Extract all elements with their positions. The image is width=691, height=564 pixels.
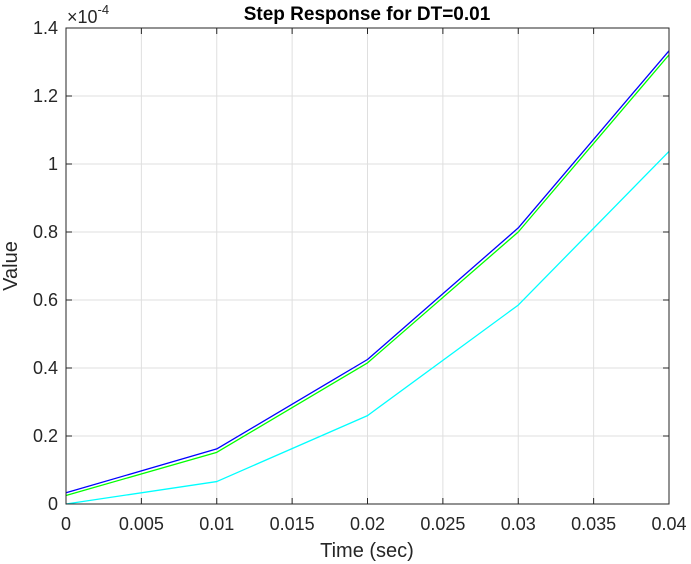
x-tick-label: 0.025 [420, 514, 465, 534]
y-tick-label: 1.2 [33, 86, 58, 106]
y-tick-label: 0.6 [33, 290, 58, 310]
y-tick-label: 0.2 [33, 426, 58, 446]
x-tick-label: 0.02 [350, 514, 385, 534]
series-line-2 [65, 54, 670, 497]
x-tick-label: 0.005 [119, 514, 164, 534]
x-tick-label: 0.035 [571, 514, 616, 534]
series-line-3 [65, 150, 670, 505]
chart-title: Step Response for DT=0.01 [244, 4, 491, 25]
x-axis-label: Time (sec) [320, 540, 414, 562]
y-tick-label: 0 [48, 494, 58, 514]
x-tick-label: 0 [61, 514, 71, 534]
x-tick-label: 0.03 [501, 514, 536, 534]
ticks [65, 27, 670, 505]
tick-labels: 0 0.005 0.01 0.015 0.02 0.025 0.03 0.035 0.04 0 0.… [33, 18, 687, 534]
y-exponent-power: -4 [98, 2, 110, 17]
y-exponent-label: ×10-4 [67, 2, 109, 27]
svg-text:×10-4: ×10-4 [67, 2, 109, 27]
series-lines [65, 50, 670, 505]
y-tick-label: 0.4 [33, 358, 58, 378]
x-tick-label: 0.04 [651, 514, 686, 534]
y-exponent-times: × [67, 7, 78, 27]
y-exponent-base: 10 [78, 7, 98, 27]
series-line-1 [65, 50, 670, 494]
y-tick-label: 1 [48, 154, 58, 174]
y-tick-label: 0.8 [33, 222, 58, 242]
x-tick-label: 0.01 [199, 514, 234, 534]
y-axis-label: Value [0, 241, 22, 291]
x-tick-label: 0.015 [270, 514, 315, 534]
y-tick-label: 1.4 [33, 18, 58, 38]
